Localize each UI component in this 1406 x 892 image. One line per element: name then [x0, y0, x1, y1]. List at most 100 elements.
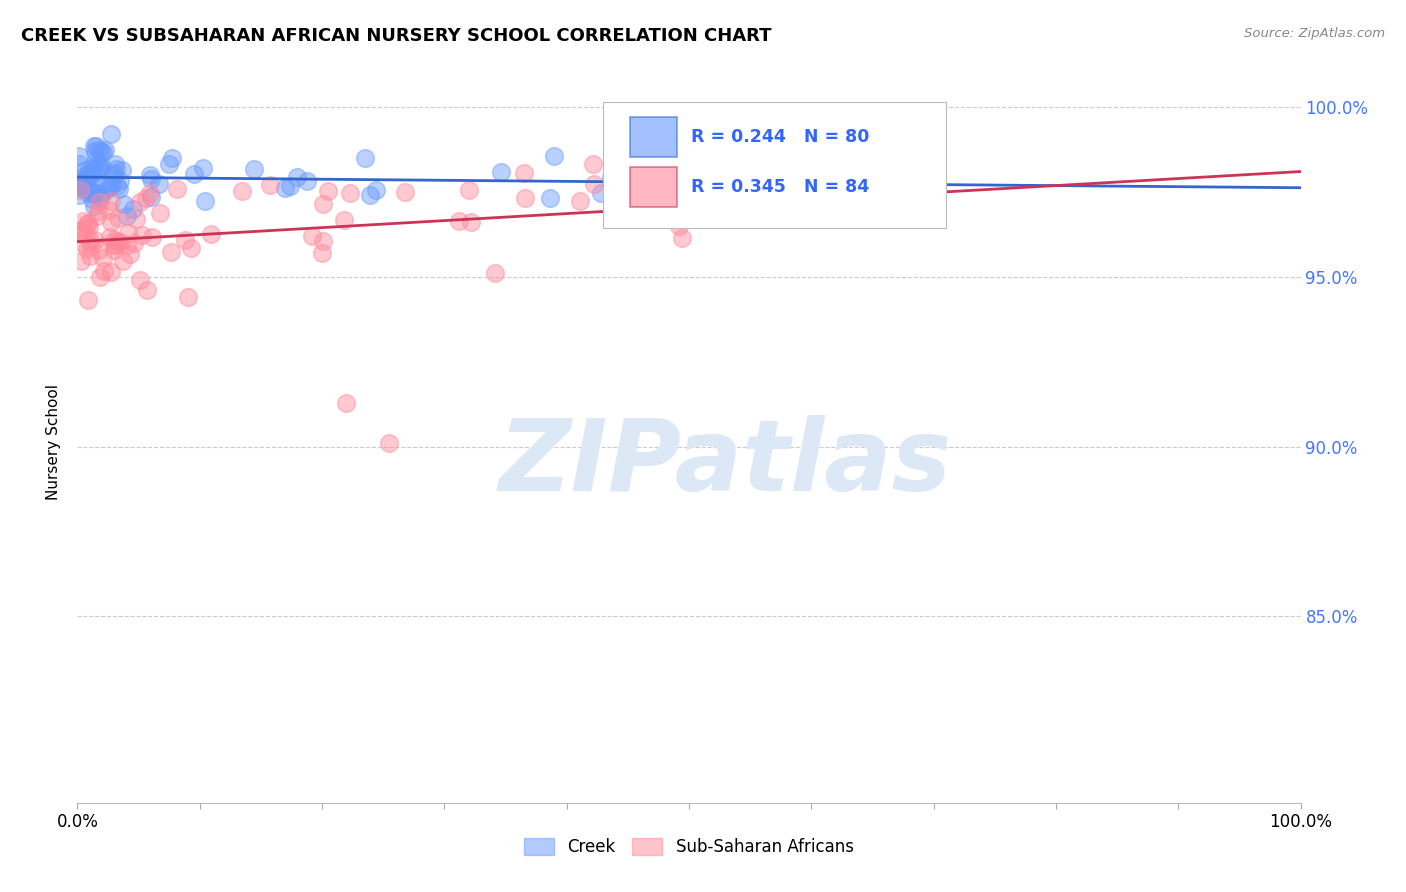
Point [84, 139, 107, 153]
Point [582, 157, 605, 171]
Point [131, 227, 153, 242]
Point [103, 166, 125, 180]
Point [117, 238, 139, 252]
Point [484, 266, 506, 280]
Point [84, 153, 107, 167]
Point [87, 144, 110, 158]
Point [149, 205, 172, 219]
Text: CREEK VS SUBSAHARAN AFRICAN NURSERY SCHOOL CORRELATION CHART: CREEK VS SUBSAHARAN AFRICAN NURSERY SCHO… [21, 27, 772, 45]
Point [94, 143, 117, 157]
Point [100, 194, 122, 208]
Point [366, 183, 388, 197]
Point [86, 166, 108, 180]
Text: ZIPatlas: ZIPatlas [499, 415, 952, 512]
Point [672, 178, 695, 192]
Point [101, 168, 124, 182]
Point [278, 178, 301, 193]
Point [180, 241, 202, 255]
Point [77, 220, 100, 235]
Point [122, 236, 145, 251]
Point [83, 161, 105, 176]
Point [67, 148, 90, 162]
Point [70, 253, 93, 268]
Point [87, 184, 110, 198]
Point [115, 209, 138, 223]
Point [100, 128, 122, 142]
Point [91, 251, 114, 265]
Point [139, 168, 162, 182]
Point [83, 138, 105, 153]
Point [157, 157, 180, 171]
Point [112, 196, 135, 211]
Point [79, 234, 101, 248]
Point [103, 237, 125, 252]
Point [89, 187, 111, 202]
Point [394, 185, 416, 199]
Point [80, 239, 103, 253]
Point [76, 168, 98, 182]
Point [70, 177, 93, 191]
Point [67, 224, 90, 238]
Point [718, 202, 741, 216]
Point [67, 172, 90, 186]
Point [311, 246, 333, 260]
Point [661, 164, 683, 178]
Point [89, 164, 111, 178]
Point [86, 209, 108, 223]
Point [100, 230, 122, 244]
Text: R = 0.244   N = 80: R = 0.244 N = 80 [692, 128, 870, 145]
Point [634, 169, 657, 184]
Point [200, 227, 222, 241]
Point [668, 219, 690, 233]
Point [80, 166, 103, 180]
Point [378, 436, 401, 450]
Point [107, 182, 129, 196]
Point [83, 199, 105, 213]
Point [72, 213, 94, 227]
Point [194, 194, 217, 208]
Point [117, 226, 139, 240]
Point [89, 243, 111, 257]
Point [139, 171, 162, 186]
Point [543, 149, 565, 163]
Point [87, 159, 110, 173]
Legend: Creek, Sub-Saharan Africans: Creek, Sub-Saharan Africans [517, 831, 860, 863]
Point [84, 186, 107, 201]
Point [359, 187, 381, 202]
Point [318, 184, 340, 198]
Point [183, 167, 205, 181]
Point [103, 243, 125, 257]
Point [73, 178, 96, 193]
Point [79, 249, 101, 263]
Point [672, 190, 695, 204]
Point [160, 245, 183, 260]
Point [301, 229, 323, 244]
Point [105, 178, 128, 193]
Point [108, 174, 131, 188]
Point [491, 164, 513, 178]
Point [457, 183, 479, 197]
Point [274, 181, 297, 195]
Point [730, 209, 752, 223]
Point [111, 254, 134, 268]
Point [76, 217, 98, 231]
Point [139, 190, 162, 204]
Point [84, 144, 107, 158]
Point [87, 194, 110, 209]
Point [77, 186, 100, 200]
Text: R = 0.345   N = 84: R = 0.345 N = 84 [692, 178, 870, 196]
Point [162, 151, 184, 165]
Point [67, 157, 90, 171]
Point [73, 181, 96, 195]
Point [111, 162, 134, 177]
Point [139, 186, 162, 201]
Point [231, 185, 253, 199]
Point [129, 195, 152, 210]
Point [75, 163, 97, 178]
Point [76, 166, 98, 180]
Point [76, 242, 98, 256]
Point [335, 395, 357, 409]
Point [98, 179, 121, 194]
Point [89, 269, 111, 284]
Bar [630, 117, 676, 156]
